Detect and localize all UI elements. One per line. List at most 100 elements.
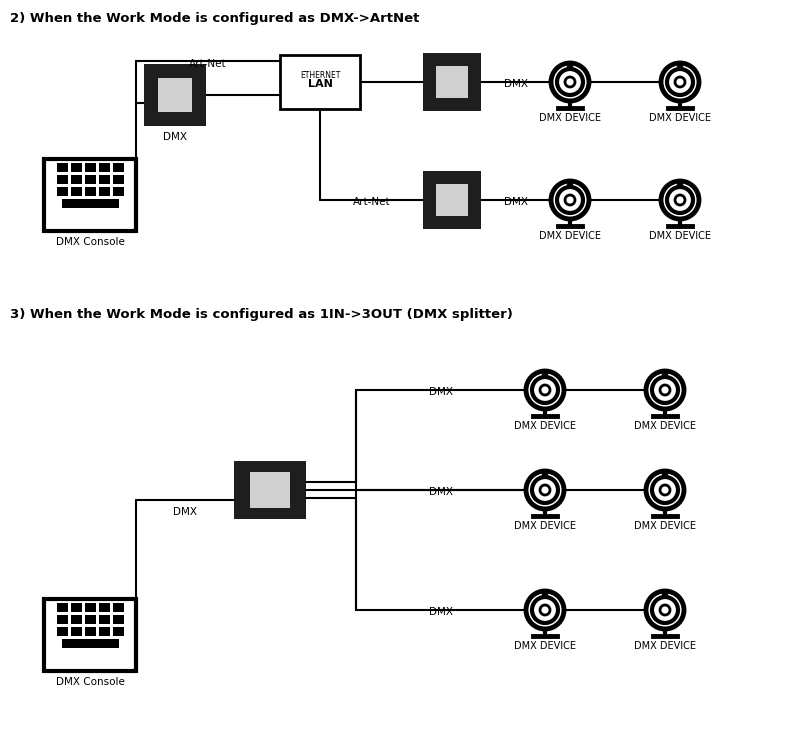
Bar [113, 615, 123, 624]
Text: ETHERNET: ETHERNET [300, 70, 340, 79]
Ellipse shape [540, 385, 550, 395]
Text: DMX DEVICE: DMX DEVICE [649, 113, 711, 123]
Ellipse shape [660, 485, 670, 495]
Ellipse shape [652, 597, 678, 623]
Bar [85, 615, 95, 624]
Text: DMX DEVICE: DMX DEVICE [514, 421, 576, 431]
Bar [70, 187, 82, 196]
Bar [423, 171, 481, 229]
Circle shape [542, 472, 547, 478]
Circle shape [542, 373, 547, 377]
Ellipse shape [532, 477, 558, 503]
Ellipse shape [540, 485, 550, 495]
Ellipse shape [565, 195, 575, 205]
Circle shape [567, 182, 573, 187]
Ellipse shape [675, 77, 685, 87]
Bar [98, 627, 110, 636]
Ellipse shape [661, 63, 699, 101]
Text: DMX DEVICE: DMX DEVICE [634, 521, 696, 531]
Text: DMX Console: DMX Console [55, 677, 125, 687]
Text: DMX: DMX [429, 487, 453, 497]
Bar [62, 639, 118, 647]
Text: DMX: DMX [504, 197, 528, 207]
Text: DMX: DMX [173, 507, 197, 517]
Bar [436, 66, 468, 98]
Ellipse shape [526, 371, 564, 409]
Ellipse shape [565, 77, 575, 87]
Text: DMX DEVICE: DMX DEVICE [634, 641, 696, 651]
Bar [98, 187, 110, 196]
Ellipse shape [551, 181, 589, 219]
Ellipse shape [557, 69, 583, 95]
Bar [113, 187, 123, 196]
Bar [423, 53, 481, 111]
Bar [57, 175, 67, 184]
Ellipse shape [675, 195, 685, 205]
Bar [57, 603, 67, 612]
Circle shape [542, 593, 547, 597]
Ellipse shape [652, 377, 678, 403]
Ellipse shape [526, 591, 564, 629]
Ellipse shape [532, 597, 558, 623]
Bar [85, 603, 95, 612]
Ellipse shape [646, 371, 684, 409]
Text: Art-Net: Art-Net [189, 59, 227, 69]
Text: DMX DEVICE: DMX DEVICE [539, 231, 601, 241]
Ellipse shape [526, 471, 564, 509]
Bar [85, 163, 95, 172]
Bar [70, 175, 82, 184]
Bar [85, 187, 95, 196]
Text: DMX: DMX [429, 387, 453, 397]
Circle shape [678, 182, 682, 187]
Bar [98, 603, 110, 612]
Bar [70, 627, 82, 636]
Bar [57, 627, 67, 636]
Ellipse shape [646, 591, 684, 629]
Ellipse shape [667, 69, 693, 95]
Text: DMX DEVICE: DMX DEVICE [634, 421, 696, 431]
Text: LAN: LAN [307, 79, 333, 89]
Bar [57, 615, 67, 624]
Text: DMX DEVICE: DMX DEVICE [514, 641, 576, 651]
Bar [70, 163, 82, 172]
Bar [280, 55, 360, 109]
Bar [44, 159, 136, 231]
Bar [113, 627, 123, 636]
Text: DMX: DMX [163, 132, 187, 142]
Circle shape [662, 593, 667, 597]
Bar [57, 163, 67, 172]
Bar [85, 175, 95, 184]
Ellipse shape [540, 605, 550, 615]
Bar [98, 163, 110, 172]
Bar [158, 78, 192, 112]
Text: DMX DEVICE: DMX DEVICE [539, 113, 601, 123]
Bar [98, 615, 110, 624]
Circle shape [567, 64, 573, 70]
Circle shape [662, 472, 667, 478]
Bar [98, 175, 110, 184]
Text: Art-Net: Art-Net [353, 197, 390, 207]
Ellipse shape [646, 471, 684, 509]
Ellipse shape [661, 181, 699, 219]
Ellipse shape [660, 385, 670, 395]
Bar [70, 615, 82, 624]
Text: 2) When the Work Mode is configured as DMX->ArtNet: 2) When the Work Mode is configured as D… [10, 12, 419, 25]
Bar [62, 199, 118, 207]
Ellipse shape [660, 605, 670, 615]
Bar [144, 64, 206, 126]
Bar [70, 603, 82, 612]
Text: DMX Console: DMX Console [55, 237, 125, 247]
Bar [85, 627, 95, 636]
Text: DMX: DMX [429, 607, 453, 617]
Ellipse shape [557, 187, 583, 213]
Text: DMX DEVICE: DMX DEVICE [649, 231, 711, 241]
Ellipse shape [532, 377, 558, 403]
Ellipse shape [667, 187, 693, 213]
Bar [57, 187, 67, 196]
Bar [234, 461, 306, 519]
Text: DMX: DMX [504, 79, 528, 89]
Ellipse shape [551, 63, 589, 101]
Bar [113, 175, 123, 184]
Bar [113, 163, 123, 172]
Ellipse shape [652, 477, 678, 503]
